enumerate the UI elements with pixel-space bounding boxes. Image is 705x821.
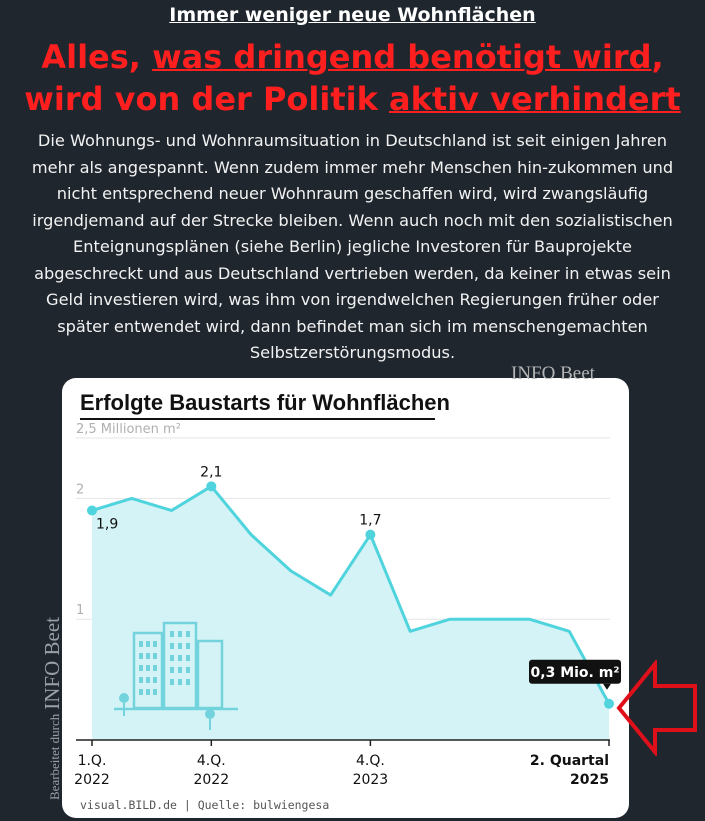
body-paragraph: Die Wohnungs- und Wohnraumsituation in D… <box>31 131 674 362</box>
data-label: 1,9 <box>96 516 118 532</box>
headline-underlined-text: was dringend benötigt wird <box>152 38 652 76</box>
watermark-top: INFO Beet <box>511 363 595 384</box>
building-window-icon <box>186 667 190 673</box>
data-label: 0,3 Mio. m² <box>529 659 621 690</box>
tree-icon <box>119 693 129 703</box>
building-window-icon <box>186 643 190 649</box>
building-window-icon <box>186 631 190 637</box>
x-tick-label: 2. Quartal <box>530 753 609 769</box>
headline-line-1: Alles, was dringend benötigt wird, <box>0 36 705 78</box>
building-window-icon <box>170 679 174 685</box>
x-tick-label: 2022 <box>74 772 110 788</box>
building-window-icon <box>146 677 150 683</box>
area-fill <box>92 486 609 740</box>
chart-card: Erfolgte Baustarts für Wohnflächen 2,5 Mi… <box>62 378 629 818</box>
building-window-icon <box>139 677 143 683</box>
x-tick-label: 2022 <box>193 772 229 788</box>
y-tick-label: 2,5 Millionen m² <box>76 422 181 437</box>
building-window-icon <box>178 679 182 685</box>
building-window-icon <box>146 665 150 671</box>
building-window-icon <box>178 667 182 673</box>
y-tick-label: 2 <box>76 482 84 497</box>
headline-text: , <box>651 38 664 76</box>
data-label-box <box>529 659 621 684</box>
headline-underlined-text: aktiv verhindert <box>389 80 681 118</box>
building-window-icon <box>146 689 150 695</box>
data-label: 1,7 <box>359 513 381 529</box>
kicker-title: Immer weniger neue Wohnflächen <box>169 4 536 26</box>
x-tick-label: 4.Q. <box>197 753 226 769</box>
chart-source: visual.BILD.de | Quelle: bulwiengesa <box>80 798 329 812</box>
headline-text: Alles, <box>41 38 153 76</box>
data-label-pointer <box>603 683 611 690</box>
watermark-side-big: INFO Beet <box>40 616 64 710</box>
building-window-icon <box>178 631 182 637</box>
area-chart: Erfolgte Baustarts für Wohnflächen 2,5 Mi… <box>74 390 621 812</box>
data-label-text: 0,3 Mio. m² <box>531 665 620 681</box>
x-tick-label: 2025 <box>570 772 609 788</box>
building-window-icon <box>153 689 157 695</box>
building-window-icon <box>170 643 174 649</box>
building-window-icon <box>153 665 157 671</box>
building-window-icon <box>178 655 182 661</box>
chart-title: Erfolgte Baustarts für Wohnflächen <box>80 390 450 415</box>
watermark-side: Bearbeitet durch INFO Beet <box>40 617 65 800</box>
building-window-icon <box>178 643 182 649</box>
y-tick-label: 1 <box>76 603 84 618</box>
building-window-icon <box>170 667 174 673</box>
data-point <box>604 698 614 709</box>
building-window-icon <box>146 641 150 647</box>
building-window-icon <box>170 631 174 637</box>
tree-icon <box>205 709 215 719</box>
data-label: 2,1 <box>200 464 222 480</box>
building-window-icon <box>153 641 157 647</box>
building-window-icon <box>139 689 143 695</box>
building-window-icon <box>139 641 143 647</box>
x-tick-label: 2023 <box>353 772 389 788</box>
series-line <box>91 484 611 705</box>
data-point <box>365 529 376 540</box>
x-tick-label: 4.Q. <box>356 753 385 769</box>
red-arrow-icon <box>616 660 697 756</box>
data-point <box>206 481 217 492</box>
building-window-icon <box>186 679 190 685</box>
headline-text: wird von der Politik <box>24 80 389 118</box>
building-window-icon <box>146 653 150 659</box>
headline-line-2: wird von der Politik aktiv verhindert <box>0 78 705 120</box>
building-window-icon <box>139 653 143 659</box>
x-tick-label: 1.Q. <box>78 753 107 769</box>
building-window-icon <box>139 665 143 671</box>
building-window-icon <box>170 655 174 661</box>
data-point <box>87 505 97 516</box>
building-window-icon <box>186 655 190 661</box>
building-window-icon <box>153 677 157 683</box>
headline: Alles, was dringend benötigt wird, wird … <box>0 36 705 120</box>
building-window-icon <box>153 653 157 659</box>
watermark-side-small: Bearbeitet durch <box>47 713 62 800</box>
